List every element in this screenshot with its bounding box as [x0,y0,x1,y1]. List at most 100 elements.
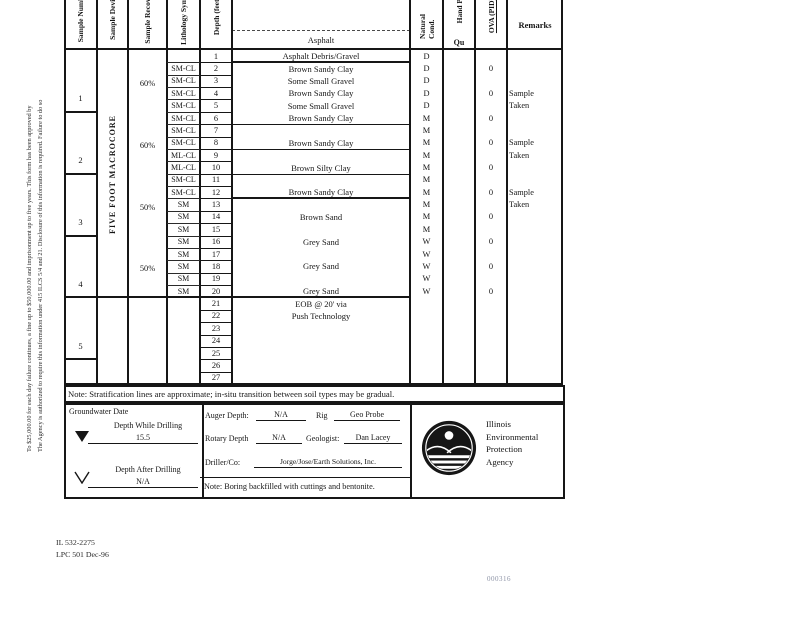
drilling-box-divider [200,477,410,478]
condition-cell: W [422,237,431,247]
grid-line [96,0,98,385]
grid-line [200,346,232,348]
depth-cell: 21 [211,299,221,309]
grid-line [200,334,232,336]
depth-cell: 8 [213,138,219,148]
stratification-note-row: Note: Stratification lines are approxima… [64,385,565,403]
backfill-note: Note: Boring backfilled with cuttings an… [204,482,375,491]
driller-label: Driller/Co: [205,458,241,467]
grid-line [167,223,200,225]
geologist-label: Geologist: [306,434,340,443]
grid-line [200,99,232,101]
grid-line [167,186,200,188]
depth-while-drilling-value: 15.5 [88,433,198,444]
condition-cell: D [423,64,430,74]
condition-cell: M [422,150,431,160]
description-cell: Brown Silty Clay [291,162,351,173]
agency-box: Illinois Environmental Protection Agency [410,403,565,499]
grid-line [506,0,508,385]
stratum-line [232,148,410,150]
grid-line [167,87,200,89]
sample-recovery-cell: 50% [139,202,156,212]
condition-cell: M [422,187,431,197]
ova-cell: 0 [488,64,494,74]
remark-cell: Taken [509,101,530,111]
grid-line [200,136,232,138]
grid-line [167,272,200,274]
grid-line [200,186,232,188]
condition-cell: W [422,274,431,284]
sample-device-label: FIVE FOOT MACROCORE [97,50,128,298]
sample-recovery-cell: 60% [139,78,156,88]
grid-line [200,322,232,324]
grid-line [474,0,476,385]
depth-cell: 19 [211,274,221,284]
bates-number: 000316 [487,575,511,583]
rig-value: Geo Probe [334,410,400,421]
sample-number-cell: 2 [78,155,83,166]
grid-line [167,161,200,163]
grid-line [200,223,232,225]
lithology-cell: SM-CL [171,175,196,185]
depth-cell: 6 [213,113,219,123]
lithology-cell: SM [177,286,190,296]
sample-box-line [64,172,97,175]
grid-line [199,0,201,385]
form-code: LPC 501 Dec-96 [56,549,109,559]
grid-line [167,173,200,175]
description-cell: Brown Sandy Clay [288,88,354,99]
stratum-line [232,61,410,64]
lithology-cell: SM-CL [171,125,196,135]
header-qu: Qu [453,38,465,47]
grid-line [231,0,233,385]
grid-line [200,124,232,126]
depth-cell: 14 [211,212,221,222]
depth-cell: 27 [211,373,221,383]
stratum-line [232,197,410,200]
stratum-line [232,124,410,126]
lithology-cell: SM-CL [171,88,196,98]
lithology-cell: SM [177,224,190,234]
lithology-cell: SM [177,261,190,271]
condition-cell: W [422,249,431,259]
lithology-cell: SM [177,274,190,284]
rig-label: Rig [316,411,328,420]
margin-legal-line-1: To $25,000.00 for each day failure conti… [26,105,33,452]
description-cell: Some Small Gravel [287,100,355,111]
depth-cell: 7 [213,125,219,135]
depth-cell: 2 [213,64,219,74]
depth-while-drilling-label: Depth While Drilling [113,421,183,430]
grid-line [200,74,232,76]
sample-recovery-cell: 60% [139,140,156,150]
remark-cell: Sample [509,138,534,148]
lithology-cell: SM-CL [171,101,196,111]
rotary-depth-label: Rotary Depth [205,434,249,443]
grid-line [200,62,232,64]
condition-cell: M [422,212,431,222]
depth-cell: 22 [211,311,221,321]
grid-line [167,124,200,126]
boring-log-table: Sample Number Sample Device Sample Recov… [64,0,565,403]
grid-line [200,285,232,287]
condition-cell: M [422,163,431,172]
ova-cell: 0 [488,138,494,148]
ova-cell: 0 [488,212,494,222]
lithology-cell: SM-CL [171,64,196,74]
grid-line [200,272,232,274]
grid-line [64,296,410,299]
ova-cell: 0 [488,88,494,98]
depth-cell: 20 [211,286,221,296]
grid-line [167,62,200,64]
auger-depth-label: Auger Depth: [205,411,249,420]
agency-name-line2: Environmental [486,431,539,442]
condition-cell: M [422,125,431,135]
groundwater-title: Groundwater Date [69,407,129,416]
driller-value: Jorge/Jose/Earth Solutions, Inc. [254,457,402,468]
agency-name: Illinois Environmental Protection Agency [486,418,538,468]
ova-cell: 0 [488,187,494,197]
agency-name-line1: Illinois [486,419,511,429]
lithology-cell: ML-CL [171,163,196,172]
grid-line [200,309,232,311]
depth-cell: 15 [211,224,221,234]
